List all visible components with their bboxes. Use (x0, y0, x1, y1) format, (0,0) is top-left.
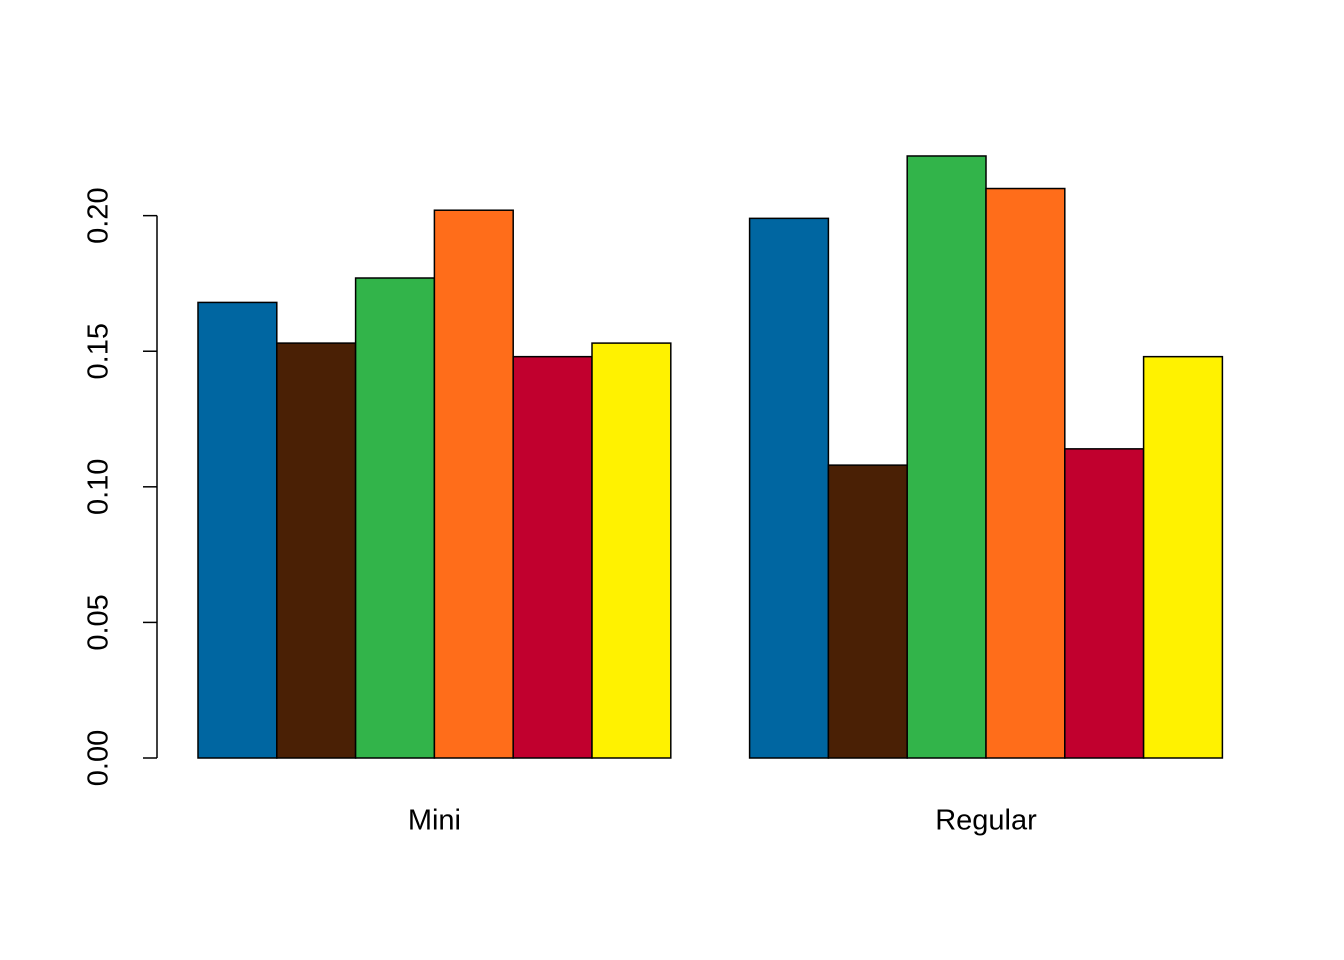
bar (512, 355, 593, 759)
bar (276, 342, 357, 759)
x-tick-label: Mini (408, 805, 461, 837)
y-tick-label: 0.15 (83, 323, 115, 379)
bar (1064, 448, 1145, 759)
y-tick-label: 0.05 (83, 594, 115, 650)
bar (197, 301, 278, 759)
bar (1142, 355, 1224, 759)
bar (354, 277, 436, 759)
y-tick-label: 0.20 (83, 187, 115, 243)
y-tick-label: 0.00 (83, 730, 115, 786)
y-tick-label: 0.10 (83, 459, 115, 515)
bar (433, 209, 514, 759)
bar (985, 187, 1066, 759)
bar (827, 464, 908, 759)
bar (748, 217, 830, 759)
bar (591, 342, 672, 759)
x-tick-label: Regular (935, 805, 1037, 837)
bar (906, 155, 987, 759)
